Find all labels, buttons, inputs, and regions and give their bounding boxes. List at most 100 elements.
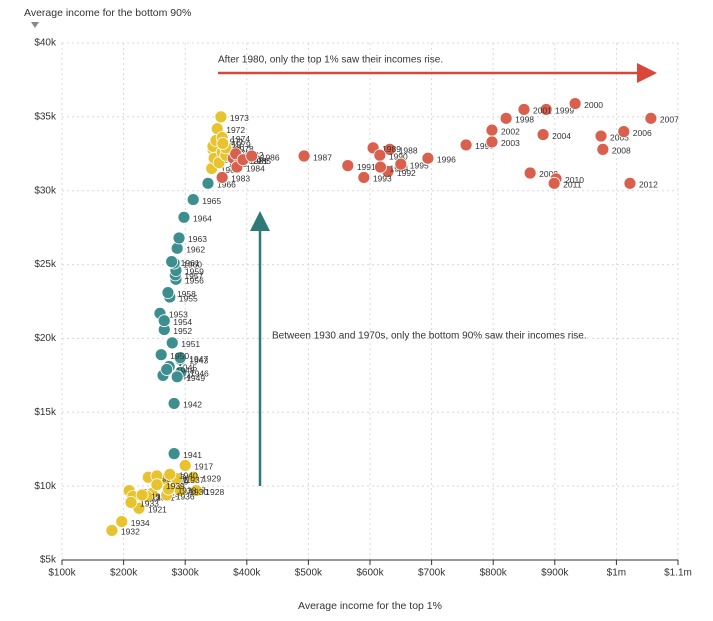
point-label: 1979	[232, 140, 251, 150]
point-label: 1984	[246, 163, 265, 173]
point	[186, 193, 200, 206]
y-tick-label: $30k	[34, 185, 57, 196]
point-label: 1988	[399, 146, 418, 156]
point-label: 1938	[178, 485, 197, 495]
point	[568, 97, 582, 110]
point-label: 1950	[170, 351, 189, 361]
point	[178, 459, 192, 472]
point	[523, 166, 537, 180]
point-label: 2002	[501, 126, 520, 136]
annotation: Between 1930 and 1970s, only the bottom …	[272, 331, 587, 342]
x-tick-label: $1.1m	[664, 568, 692, 579]
point-label: 1953	[169, 310, 188, 320]
point-label: 1972	[226, 125, 245, 135]
point-label: 1933	[140, 499, 159, 509]
point	[297, 149, 311, 163]
point-label: 1937	[186, 475, 205, 485]
point-label: 1932	[121, 527, 140, 537]
point-label: 1999	[555, 106, 574, 116]
point-label: 1965	[202, 196, 221, 206]
x-tick-label: $800k	[480, 568, 508, 579]
point-label: 1921	[148, 505, 167, 515]
point-label: 1946	[190, 369, 209, 379]
point-label: 1952	[173, 326, 192, 336]
point	[162, 482, 175, 496]
point	[623, 176, 637, 190]
point-label: 1963	[188, 234, 207, 244]
point	[245, 149, 259, 163]
point-label: 1981	[249, 156, 268, 166]
point	[216, 137, 230, 150]
point-label: 1989	[382, 144, 401, 154]
point-label: 1957	[184, 271, 203, 281]
point-label: 1998	[515, 115, 534, 125]
point	[357, 171, 371, 184]
point	[341, 159, 355, 173]
point	[373, 148, 387, 162]
point-label: 1986	[261, 152, 280, 162]
point-label: 1945	[178, 363, 197, 373]
y-tick-label: $15k	[34, 407, 57, 418]
point-label: 2003	[501, 138, 520, 148]
point-label: 1959	[185, 267, 204, 277]
point-label: 1955	[179, 293, 198, 303]
point-label: 1961	[181, 258, 200, 268]
point-label: 1941	[183, 450, 202, 460]
point-label: 1956	[185, 276, 204, 286]
point-label: 2006	[633, 128, 652, 138]
point	[596, 142, 610, 156]
point-label: 1991	[357, 162, 376, 172]
x-tick-label: $600k	[356, 568, 384, 579]
point-label: 1943	[189, 355, 208, 365]
point	[394, 157, 408, 171]
point	[485, 135, 499, 149]
point	[644, 111, 658, 125]
x-tick-label: $200k	[110, 568, 138, 579]
x-tick-label: $900k	[541, 568, 569, 579]
x-tick-label: $700k	[418, 568, 446, 579]
point	[161, 286, 175, 300]
point	[105, 524, 119, 537]
point-label: 1997	[475, 141, 494, 151]
point-label: 1996	[437, 154, 456, 164]
point-label: 2008	[612, 146, 631, 156]
point	[124, 495, 138, 509]
point-label: 1966	[217, 180, 236, 190]
point	[215, 171, 229, 184]
point-label: 2007	[660, 115, 679, 125]
point-label: 1939	[166, 481, 185, 491]
point-label: 1948	[176, 366, 195, 376]
point-label: 1934	[131, 518, 150, 528]
point-label: 2004	[552, 131, 571, 141]
point	[135, 488, 149, 502]
annotation: After 1980, only the top 1% saw their in…	[218, 55, 443, 66]
point	[214, 110, 228, 124]
point-label: 1985	[252, 156, 271, 166]
x-tick-label: $500k	[295, 568, 323, 579]
point	[485, 123, 499, 137]
point	[173, 351, 187, 365]
point	[167, 447, 181, 461]
point-label: 1920	[174, 475, 193, 485]
point	[186, 470, 200, 484]
point-label: 1951	[181, 339, 200, 349]
point	[536, 128, 550, 141]
point	[154, 348, 168, 362]
point	[163, 467, 177, 481]
x-tick-label: $300k	[172, 568, 200, 579]
axis-marker	[31, 22, 39, 28]
point-label: 1967	[221, 165, 240, 175]
point	[167, 397, 181, 410]
point-label: 1958	[177, 289, 196, 299]
point-label: 1974	[231, 134, 250, 144]
point	[594, 129, 608, 143]
x-tick-label: $100k	[48, 568, 76, 579]
x-tick-label: $1m	[607, 568, 626, 579]
point-label: 1960	[183, 259, 202, 269]
point	[115, 515, 129, 528]
point	[547, 176, 561, 190]
point-label: 2005	[610, 132, 629, 142]
y-tick-label: $35k	[34, 111, 57, 122]
point	[165, 255, 179, 269]
